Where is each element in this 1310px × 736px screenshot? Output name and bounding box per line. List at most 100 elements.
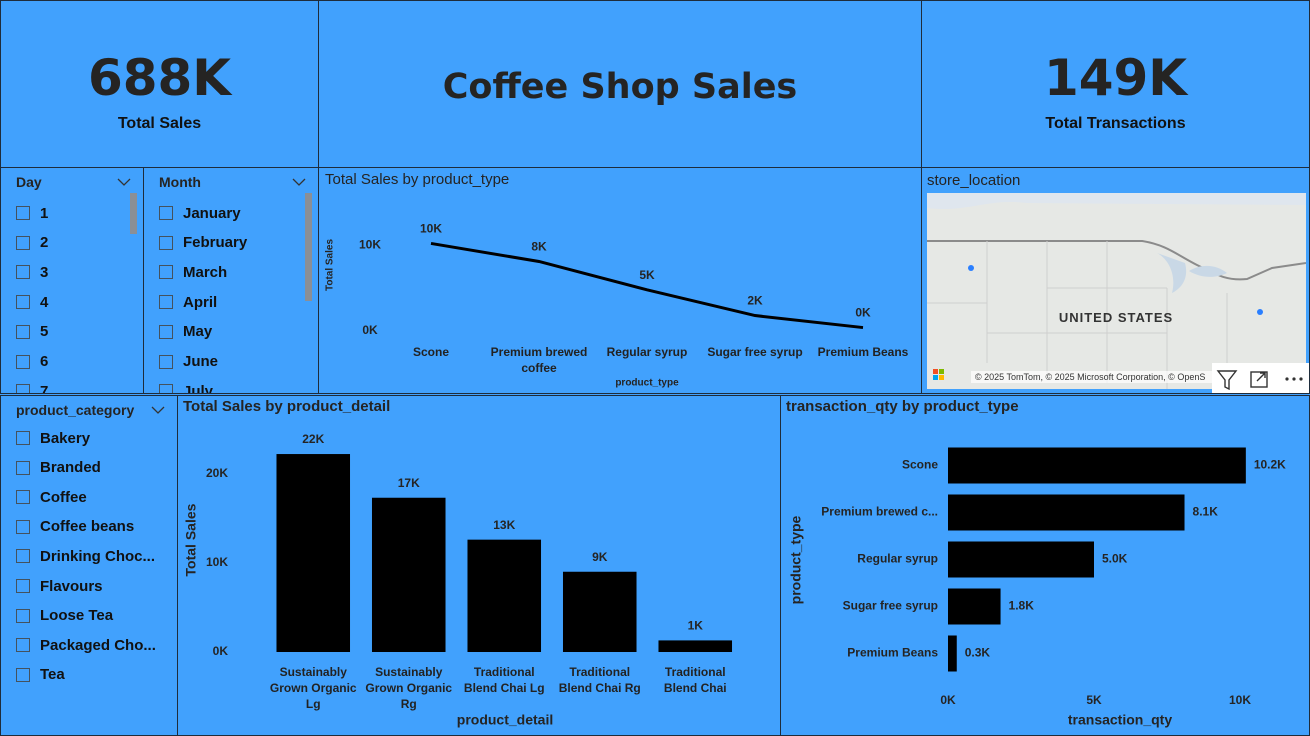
x-tick-label: Sustainably Grown Organic Rg xyxy=(365,665,453,711)
map[interactable]: UNITED STATES © 2025 TomTom, © 2025 Micr… xyxy=(927,193,1306,389)
scrollbar[interactable] xyxy=(305,193,312,301)
map-logo xyxy=(933,375,938,380)
slicer-item-label: 5 xyxy=(40,323,49,341)
checkbox[interactable] xyxy=(16,354,30,369)
slicer-item[interactable]: January xyxy=(159,203,241,223)
slicer-item[interactable]: 1 xyxy=(16,203,48,223)
data-label: 0.3K xyxy=(965,646,991,660)
slicer-title: Day xyxy=(16,174,42,190)
y-axis-title: product_type xyxy=(788,515,804,604)
checkbox[interactable] xyxy=(159,206,173,220)
checkbox[interactable] xyxy=(16,431,30,445)
checkbox[interactable] xyxy=(159,265,173,280)
card-label: Total Sales xyxy=(117,115,202,132)
bar xyxy=(467,539,542,652)
x-tick-label: 0K xyxy=(940,693,956,707)
data-label: 9K xyxy=(592,550,608,564)
scrollbar[interactable] xyxy=(130,193,137,234)
y-tick-label: 20K xyxy=(206,466,228,480)
slicer-item-label: Tea xyxy=(40,666,65,684)
map-water xyxy=(927,193,1306,210)
slicer-item-label: April xyxy=(183,293,218,311)
slicer-item[interactable]: Packaged Cho... xyxy=(16,635,156,655)
checkbox[interactable] xyxy=(159,384,173,393)
slicer-item[interactable]: April xyxy=(159,292,217,312)
focus-icon[interactable] xyxy=(1250,371,1268,388)
checkbox[interactable] xyxy=(16,579,30,593)
more-dot[interactable] xyxy=(1292,377,1296,381)
slicer-chevron[interactable] xyxy=(151,405,165,415)
checkbox[interactable] xyxy=(16,490,30,505)
slicer-item[interactable]: Coffee xyxy=(16,487,87,507)
checkbox[interactable] xyxy=(159,295,173,310)
checkbox[interactable] xyxy=(16,638,30,653)
checkbox[interactable] xyxy=(16,608,30,623)
slicer-item[interactable]: February xyxy=(159,233,247,253)
checkbox[interactable] xyxy=(16,235,30,250)
data-label: 0K xyxy=(855,306,871,320)
slicer-item-label: Branded xyxy=(40,459,101,477)
checkbox[interactable] xyxy=(16,384,30,393)
visual-header-icons xyxy=(1216,370,1303,391)
map-point[interactable] xyxy=(968,265,974,271)
checkbox[interactable] xyxy=(16,295,30,310)
slicer-chevron[interactable] xyxy=(292,177,306,187)
more-dot[interactable] xyxy=(1285,377,1289,381)
slicer-item[interactable]: 3 xyxy=(16,262,48,282)
slicer-item[interactable]: 7 xyxy=(16,381,48,393)
slicer-item[interactable]: July xyxy=(159,381,214,394)
slicer-item[interactable]: 2 xyxy=(16,233,48,253)
chart-title: transaction_qty by product_type xyxy=(786,398,1019,415)
checkbox[interactable] xyxy=(159,235,173,250)
checkbox[interactable] xyxy=(16,265,30,280)
y-tick-label: 0K xyxy=(362,323,378,337)
slicer-item[interactable]: 6 xyxy=(16,352,48,372)
checkbox[interactable] xyxy=(16,324,30,339)
slicer-item-label: March xyxy=(183,263,228,281)
filter-icon[interactable] xyxy=(1216,370,1238,391)
month-slicer[interactable]: Month January February March April May June Jul… xyxy=(143,167,319,394)
slicer-item-label: July xyxy=(183,382,214,394)
slicer-item[interactable]: Branded xyxy=(16,458,101,478)
data-label: 5.0K xyxy=(1102,552,1128,566)
x-tick-label: Sugar free syrup xyxy=(707,345,803,359)
slicer-item[interactable]: June xyxy=(159,352,218,372)
checkbox[interactable] xyxy=(159,354,173,369)
slicer-item[interactable]: Loose Tea xyxy=(16,606,113,626)
dashboard-title: Coffee Shop Sales xyxy=(442,67,798,107)
data-label: 17K xyxy=(398,476,420,490)
slicer-item[interactable]: 5 xyxy=(16,322,48,342)
bar xyxy=(948,635,957,672)
slicer-item[interactable]: 4 xyxy=(16,292,48,312)
category-slicer[interactable]: product_category Bakery Branded Coffee Coffe… xyxy=(0,395,178,736)
y-axis-title: Total Sales xyxy=(183,503,199,576)
checkbox[interactable] xyxy=(16,549,30,564)
bar xyxy=(276,454,351,652)
slicer-item[interactable]: May xyxy=(159,322,212,342)
map-panel: store_location UNITED STATES © 2025 TomT… xyxy=(921,167,1310,394)
slicer-item[interactable]: Coffee beans xyxy=(16,517,134,537)
data-label: 5K xyxy=(639,268,655,282)
card-total-sales: 688K Total Sales xyxy=(0,0,319,168)
slicer-item-label: February xyxy=(183,234,248,252)
slicer-item-label: Drinking Choc... xyxy=(40,547,156,565)
slicer-item[interactable]: March xyxy=(159,262,227,282)
slicer-item[interactable]: Bakery xyxy=(16,428,90,448)
chart-title: Total Sales by product_detail xyxy=(183,398,390,415)
checkbox[interactable] xyxy=(16,460,30,475)
slicer-chevron[interactable] xyxy=(117,177,131,187)
slicer-item[interactable]: Drinking Choc... xyxy=(16,546,155,566)
map-logo xyxy=(939,375,944,380)
checkbox[interactable] xyxy=(159,324,173,339)
checkbox[interactable] xyxy=(16,206,30,220)
checkbox[interactable] xyxy=(16,519,30,534)
map-point[interactable] xyxy=(1257,309,1263,315)
more-dot[interactable] xyxy=(1299,377,1303,381)
checkbox[interactable] xyxy=(16,667,30,682)
slicer-item[interactable]: Flavours xyxy=(16,576,103,596)
slicer-item[interactable]: Tea xyxy=(16,665,65,685)
y-tick-label: 10K xyxy=(359,237,381,251)
bar xyxy=(948,494,1185,531)
y-tick-label: Regular syrup xyxy=(857,552,938,566)
slicer-item-label: Packaged Cho... xyxy=(40,636,156,654)
